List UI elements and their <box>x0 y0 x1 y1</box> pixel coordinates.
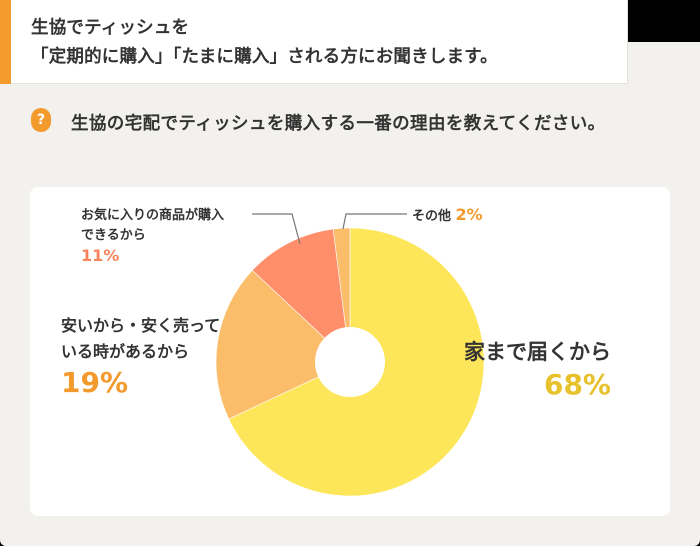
slice-cheap <box>215 269 351 420</box>
label-other-pct: 2% <box>455 205 483 224</box>
label-favorite-line1: お気に入りの商品が購入 <box>81 208 225 223</box>
label-other: その他 2% <box>412 205 483 227</box>
corner-background <box>628 0 700 42</box>
label-cheap: 安いから・安く売って いる時があるから 19% <box>61 313 220 401</box>
slice-favorite <box>251 228 351 363</box>
label-home-delivery-text: 家まで届くから <box>464 340 611 364</box>
title-line-2: 「定期的に購入」「たまに購入」される方にお聞きします。 <box>31 47 498 67</box>
page-title: 生協でティッシュを 「定期的に購入」「たまに購入」される方にお聞きします。 <box>31 14 498 72</box>
question-text: 生協の宅配でティッシュを購入する一番の理由を教えてください。 <box>71 114 606 134</box>
label-favorite-line2: できるから <box>81 228 146 243</box>
label-cheap-line1: 安いから・安く売って <box>61 316 221 335</box>
label-cheap-pct: 19% <box>61 366 129 399</box>
chart-card: お気に入りの商品が購入 できるから 11% その他 2% 安いから・安く売って … <box>30 187 670 516</box>
donut-chart <box>215 213 485 497</box>
title-line-1: 生協でティッシュを <box>31 18 190 38</box>
label-cheap-line2: いる時があるから <box>61 342 190 361</box>
leader-line-favorite <box>252 213 301 245</box>
question-mark-icon: ? <box>31 108 51 132</box>
donut-hole <box>315 327 385 397</box>
label-home-delivery: 家まで届くから 68% <box>464 337 611 403</box>
label-favorite-pct: 11% <box>81 246 120 265</box>
label-other-text: その他 <box>412 209 452 224</box>
label-home-delivery-pct: 68% <box>543 368 611 401</box>
accent-bar <box>0 0 11 84</box>
header-box: 生協でティッシュを 「定期的に購入」「たまに購入」される方にお聞きします。 <box>0 0 628 84</box>
label-favorite: お気に入りの商品が購入 できるから 11% <box>81 206 224 266</box>
leader-line-other <box>342 213 407 230</box>
